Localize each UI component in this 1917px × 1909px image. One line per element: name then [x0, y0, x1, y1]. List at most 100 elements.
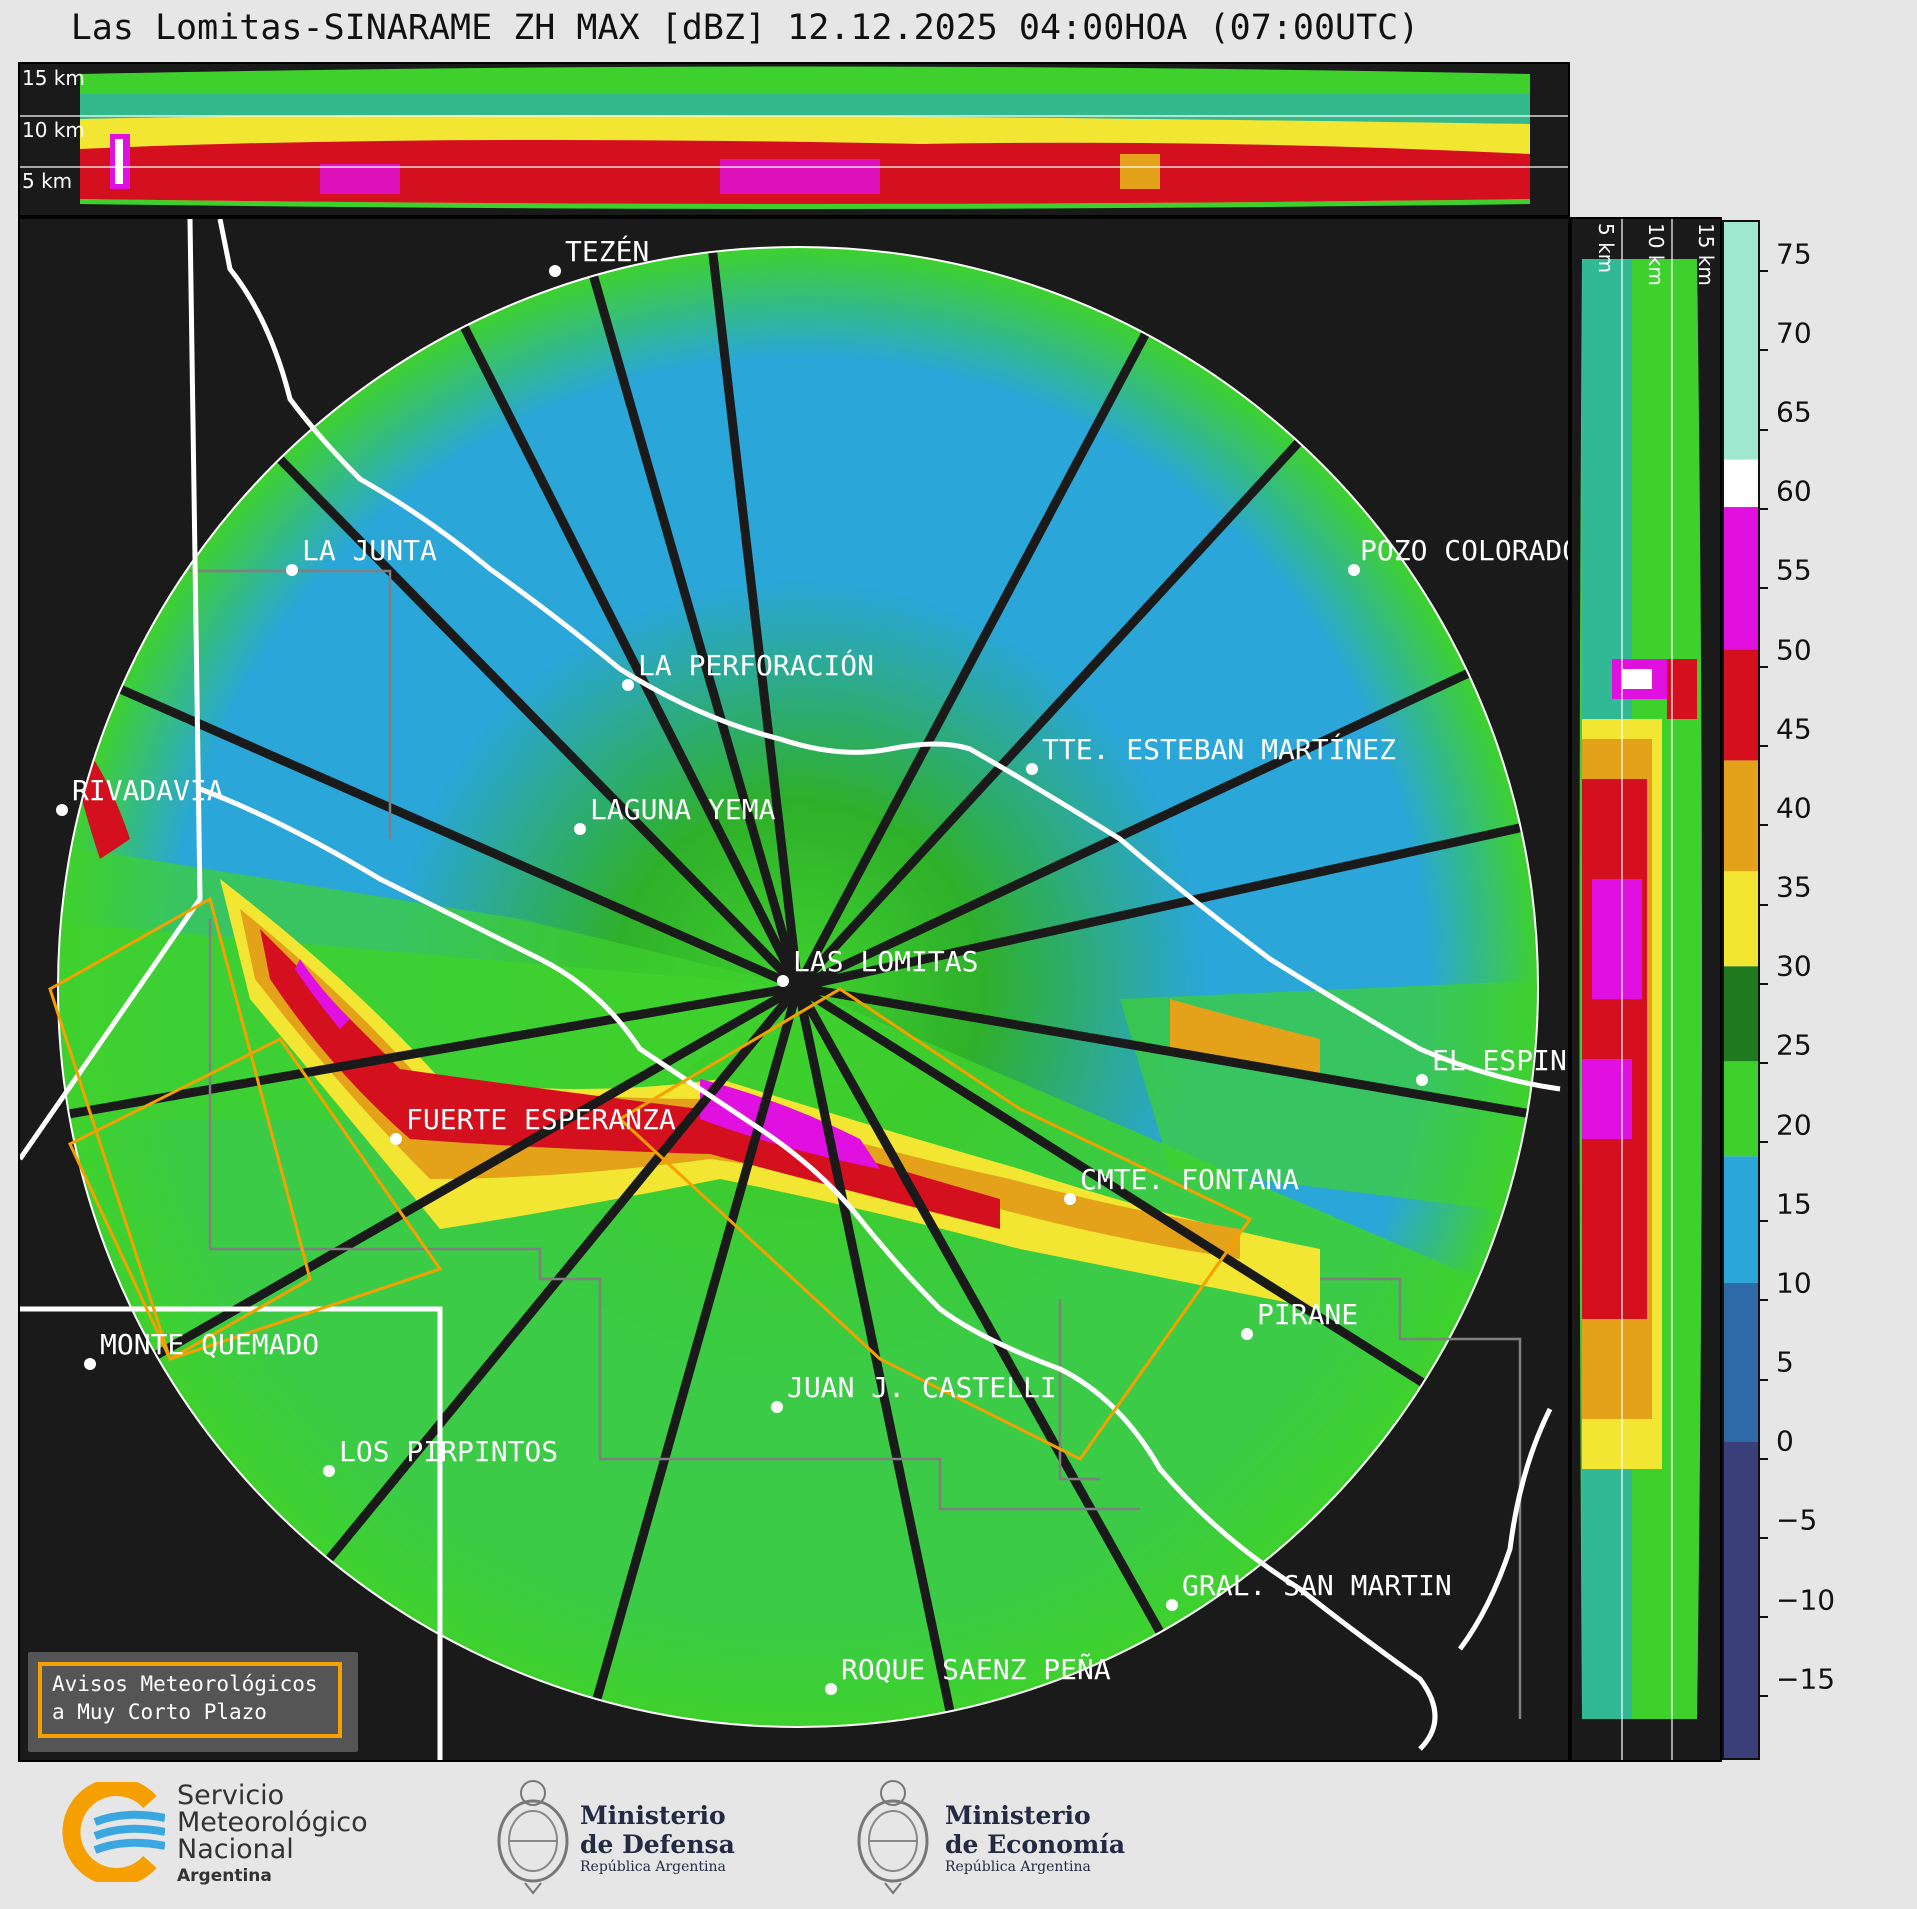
range-ring	[57, 246, 1539, 1728]
side-label-5km: 5 km	[1594, 223, 1618, 274]
defensa-line1: Ministerio	[580, 1801, 726, 1830]
colorbar-band-10	[1724, 222, 1758, 460]
defensa-seal-icon	[497, 1780, 569, 1895]
smn-line3: Nacional	[177, 1834, 294, 1865]
label-el-espinillo: EL ESPINILLO	[1432, 1044, 1570, 1077]
colorbar-tick-label: 75	[1760, 237, 1812, 287]
colorbar-tick-label: −10	[1760, 1583, 1835, 1633]
colorbar-tick-label: −5	[1760, 1504, 1817, 1553]
smn-line4: Argentina	[177, 1866, 272, 1886]
colorbar-band-4	[1724, 966, 1758, 1062]
colorbar-svg	[1724, 222, 1758, 1758]
label-la-junta: LA JUNTA	[302, 534, 437, 567]
smn-logo: Servicio Meteorológico Nacional Argentin…	[55, 1778, 395, 1886]
colorbar-band-9	[1724, 459, 1758, 508]
side-label-15km: 15 km	[1694, 223, 1718, 286]
colorbar-tick-label: 10	[1760, 1266, 1812, 1316]
label-los-pirpintos: LOS PIRPINTOS	[339, 1435, 558, 1468]
economia-logo: Ministerio de Economía República Argenti…	[855, 1775, 1135, 1895]
colorbar-band-6	[1724, 760, 1758, 872]
economia-line1: Ministerio	[945, 1801, 1091, 1830]
label-fuerte-esperanza: FUERTE ESPERANZA	[406, 1103, 676, 1136]
top-label-5km: 5 km	[22, 169, 73, 193]
colorbar-band-3	[1724, 1061, 1758, 1157]
marker-los-pirpintos	[323, 1465, 335, 1477]
label-pozo-colorado: POZO COLORADO	[1360, 534, 1570, 567]
marker-pozo-colorado	[1348, 564, 1360, 576]
top-label-15km: 15 km	[22, 66, 85, 90]
marker-la-junta	[286, 564, 298, 576]
label-tezen: TEZÉN	[565, 234, 649, 268]
marker-cmte-fontana	[1064, 1193, 1076, 1205]
top-cross-section-plot	[20, 66, 1568, 209]
economia-line2: de Economía	[945, 1830, 1126, 1859]
label-gral-san-martin: GRAL. SAN MARTIN	[1182, 1569, 1452, 1602]
colorbar-band-1	[1724, 1282, 1758, 1442]
colorbar-tick-label: 20	[1760, 1108, 1812, 1158]
side-cross-section-plot	[1579, 219, 1702, 1760]
colorbar-tick-label: 30	[1760, 950, 1812, 999]
top-cross-section: 15 km 10 km 5 km	[18, 62, 1570, 217]
label-cmte-fontana: CMTE. FONTANA	[1080, 1163, 1299, 1196]
colorbar-tick-label: 60	[1760, 475, 1812, 524]
colorbar-tick-label: 25	[1760, 1029, 1812, 1078]
label-tte-esteban-martinez: TTE. ESTEBAN MARTÍNEZ	[1042, 732, 1396, 766]
marker-fuerte-esperanza	[390, 1133, 402, 1145]
defensa-line3: República Argentina	[580, 1859, 726, 1875]
warning-legend-frame: Avisos Meteorológicos a Muy Corto Plazo	[38, 1662, 342, 1738]
marker-laguna-yema	[574, 823, 586, 835]
side-cross-section: 5 km 10 km 15 km	[1570, 217, 1722, 1762]
marker-monte-quemado	[84, 1358, 96, 1370]
marker-tezen	[549, 265, 561, 277]
chart-title: Las Lomitas-SINARAME ZH MAX [dBZ] 12.12.…	[70, 8, 1420, 48]
defensa-line2: de Defensa	[580, 1830, 735, 1859]
colorbar-tick-label: 15	[1760, 1187, 1812, 1237]
colorbar-band-8	[1724, 507, 1758, 650]
colorbar-tick-label: 55	[1760, 554, 1812, 603]
label-roque-saenz-pena: ROQUE SAENZ PEÑA	[841, 1652, 1111, 1686]
colorbar-band-2	[1724, 1156, 1758, 1283]
place-labels: TEZÉN LA JUNTA POZO COLORADO LA PERFORAC…	[72, 234, 1570, 1686]
colorbar-tick-label: 40	[1760, 791, 1812, 841]
label-rivadavia: RIVADAVIA	[72, 774, 224, 807]
top-label-10km: 10 km	[22, 118, 85, 142]
label-laguna-yema: LAGUNA YEMA	[590, 793, 776, 826]
marker-rivadavia	[56, 804, 68, 816]
colorbar-band-0	[1724, 1441, 1758, 1758]
colorbar-tick-label: −15	[1760, 1662, 1835, 1712]
colorbar	[1722, 220, 1760, 1760]
label-las-lomitas: LAS LOMITAS	[793, 945, 978, 978]
marker-la-perforacion	[622, 679, 634, 691]
defensa-logo: Ministerio de Defensa República Argentin…	[495, 1775, 755, 1895]
side-label-10km: 10 km	[1644, 223, 1668, 286]
label-pirane: PIRANE	[1257, 1298, 1358, 1331]
marker-pirane	[1241, 1328, 1253, 1340]
warning-legend-line2: a Muy Corto Plazo	[52, 1700, 267, 1724]
marker-el-espinillo	[1416, 1074, 1428, 1086]
marker-roque-saenz-pena	[825, 1683, 837, 1695]
colorbar-tick-label: 35	[1760, 871, 1812, 920]
national-borders	[20, 219, 1561, 1760]
label-juan-j-castelli: JUAN J. CASTELLI	[787, 1371, 1057, 1404]
colorbar-tick-label: 65	[1760, 396, 1812, 445]
warning-legend: Avisos Meteorológicos a Muy Corto Plazo	[28, 1652, 358, 1752]
marker-juan-j-castelli	[771, 1401, 783, 1413]
radar-reflectivity	[58, 247, 1538, 1727]
smn-line2: Meteorológico	[177, 1807, 368, 1838]
colorbar-tick-label: 70	[1760, 316, 1812, 366]
label-monte-quemado: MONTE QUEMADO	[100, 1328, 319, 1361]
colorbar-tick-label: 50	[1760, 633, 1812, 683]
economia-line3: República Argentina	[945, 1859, 1091, 1875]
warning-legend-line1: Avisos Meteorológicos	[52, 1672, 318, 1696]
smn-logo-mark	[62, 1778, 166, 1886]
marker-gral-san-martin	[1166, 1599, 1178, 1611]
economia-seal-icon	[857, 1780, 929, 1895]
colorbar-tick-label: 45	[1760, 712, 1812, 762]
colorbar-tick-label: 0	[1760, 1425, 1794, 1474]
radar-map-svg: TEZÉN LA JUNTA POZO COLORADO LA PERFORAC…	[20, 219, 1570, 1760]
label-la-perforacion: LA PERFORACIÓN	[638, 648, 874, 682]
colorbar-band-7	[1724, 649, 1758, 761]
radar-map: TEZÉN LA JUNTA POZO COLORADO LA PERFORAC…	[18, 217, 1570, 1762]
province-boundaries	[190, 569, 1522, 1719]
smn-line1: Servicio	[177, 1780, 285, 1811]
